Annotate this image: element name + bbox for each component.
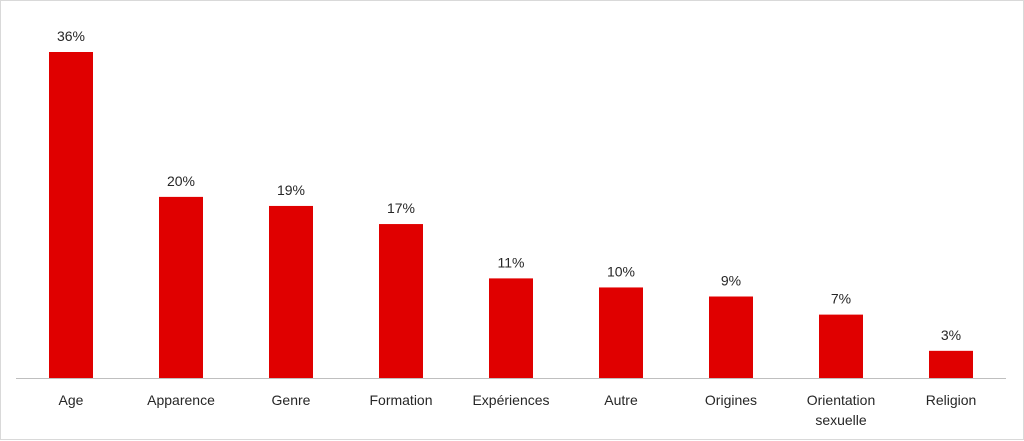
- bar-4: [379, 224, 423, 378]
- bar-2: [159, 196, 203, 378]
- data-label-5: 11%: [498, 254, 525, 270]
- data-label-6: 10%: [607, 263, 635, 279]
- category-label-1: Age: [59, 392, 84, 408]
- category-label-2: Apparence: [147, 392, 215, 408]
- value-labels-group: 36% 20% 19% 17% 11% 10% 9% 7% 3%: [57, 28, 961, 343]
- category-label-5: Expériences: [472, 392, 549, 408]
- data-label-1: 36%: [57, 28, 85, 44]
- bar-5: [489, 278, 533, 378]
- category-label-4: Formation: [369, 392, 432, 408]
- bar-6: [599, 287, 643, 378]
- data-label-7: 9%: [721, 273, 741, 289]
- category-label-8: Orientation sexuelle: [807, 392, 875, 428]
- data-label-4: 17%: [387, 200, 415, 216]
- bar-7: [709, 296, 753, 378]
- category-label-3: Genre: [272, 392, 311, 408]
- bar-3: [269, 205, 313, 378]
- bar-1: [49, 52, 93, 378]
- category-labels-group: Age Apparence Genre Formation Expériences Aut…: [59, 392, 977, 428]
- bar-8: [819, 314, 863, 378]
- category-label-7: Origines: [705, 392, 757, 408]
- bars-group: [49, 52, 973, 378]
- data-label-2: 20%: [167, 173, 195, 189]
- category-label-9: Religion: [926, 392, 977, 408]
- category-label-6: Autre: [604, 392, 638, 408]
- bar-9: [929, 350, 973, 378]
- data-label-9: 3%: [941, 327, 961, 343]
- data-label-3: 19%: [277, 182, 305, 198]
- data-label-8: 7%: [831, 291, 851, 307]
